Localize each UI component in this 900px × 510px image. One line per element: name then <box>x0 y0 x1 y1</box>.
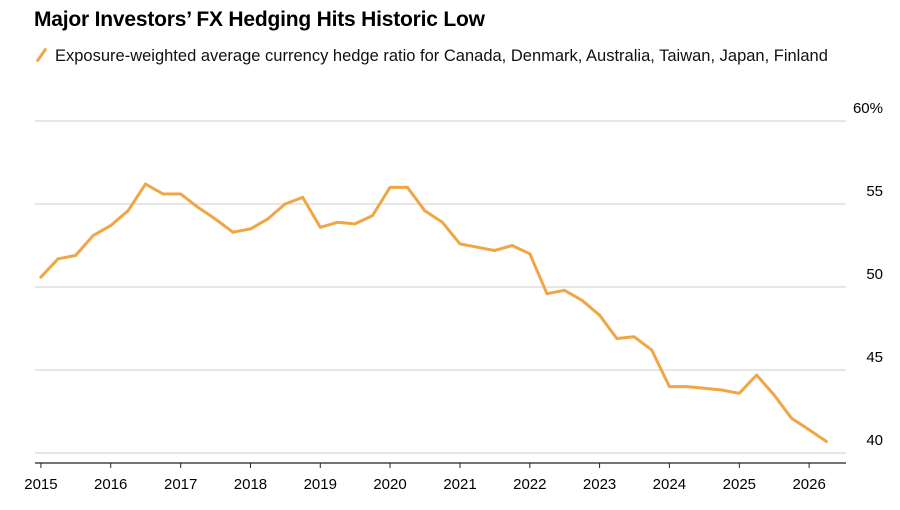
data-point-2016-10-01 <box>161 192 165 196</box>
data-point-2019-01-01 <box>318 225 322 229</box>
y-tick-label-45: 45 <box>866 349 883 366</box>
data-point-2024-10-01 <box>720 388 724 392</box>
data-point-2018-04-01 <box>266 217 270 221</box>
data-point-2026-01-01 <box>807 428 811 432</box>
x-tick-label-2023: 2023 <box>583 476 616 493</box>
data-point-2020-01-01 <box>388 186 392 189</box>
x-tick-label-2026: 2026 <box>792 476 825 493</box>
data-point-2025-07-01 <box>772 393 776 397</box>
data-point-2024-04-01 <box>685 385 689 388</box>
series-layer <box>39 182 828 443</box>
data-point-2016-07-01 <box>144 182 147 186</box>
x-tick-label-2020: 2020 <box>373 476 406 493</box>
x-tick-label-2018: 2018 <box>234 476 267 493</box>
data-point-2022-04-01 <box>545 292 549 296</box>
y-tick-label-40: 40 <box>866 432 883 449</box>
data-point-2018-01-01 <box>249 227 252 231</box>
data-point-2018-10-01 <box>301 196 305 199</box>
data-point-2016-04-01 <box>126 209 130 213</box>
series-line-0 <box>39 182 828 443</box>
data-point-2016-01-01 <box>109 224 113 228</box>
data-point-2020-04-01 <box>406 186 409 189</box>
data-point-2022-01-01 <box>528 252 532 256</box>
data-point-2024-01-01 <box>668 385 671 388</box>
gridlines <box>35 120 846 454</box>
data-point-2018-07-01 <box>283 202 287 206</box>
data-point-2022-10-01 <box>580 298 584 302</box>
data-point-2025-04-01 <box>755 373 758 377</box>
data-point-2020-07-01 <box>423 209 427 213</box>
data-point-2021-07-01 <box>493 249 496 252</box>
data-point-2022-07-01 <box>563 288 566 292</box>
data-point-2023-04-01 <box>615 337 619 340</box>
x-tick-label-2017: 2017 <box>164 476 197 493</box>
data-point-2015-10-01 <box>91 234 95 238</box>
x-tick-label-2025: 2025 <box>723 476 756 493</box>
data-point-2017-01-01 <box>179 192 183 196</box>
data-point-2015-04-01 <box>56 257 60 261</box>
data-point-2025-10-01 <box>790 416 793 420</box>
x-tick-label-2015: 2015 <box>24 476 57 493</box>
x-axis-ticks: 2015 2016 2017 2018 2019 2020 2021 2022 2023 2024… <box>24 462 846 493</box>
data-point-2025-01-01 <box>737 391 741 395</box>
data-point-2023-01-01 <box>598 313 601 317</box>
data-point-2023-10-01 <box>650 348 654 352</box>
y-tick-label-60: 60% <box>853 100 883 117</box>
data-point-2020-10-01 <box>441 220 444 224</box>
y-axis-ticks: 40 45 50 55 60% <box>853 100 883 449</box>
y-tick-label-50: 50 <box>866 266 883 283</box>
legend: Exposure-weighted average currency hedge… <box>34 45 874 67</box>
data-point-2026-04-01 <box>824 440 828 443</box>
data-point-2017-10-01 <box>231 230 235 234</box>
data-point-2019-04-01 <box>336 220 339 224</box>
legend-label: Exposure-weighted average currency hedge… <box>55 47 828 65</box>
data-point-2021-10-01 <box>510 244 514 247</box>
data-point-2019-07-01 <box>353 222 357 226</box>
data-point-2015-07-01 <box>74 254 77 257</box>
data-point-2021-04-01 <box>475 245 479 249</box>
x-tick-label-2016: 2016 <box>94 476 127 493</box>
data-point-2019-10-01 <box>371 214 374 218</box>
x-tick-label-2024: 2024 <box>653 476 686 493</box>
data-point-2024-07-01 <box>702 386 706 390</box>
data-point-2015-01-01 <box>39 275 43 279</box>
data-point-2017-04-01 <box>196 205 200 209</box>
data-point-2017-07-01 <box>213 217 217 221</box>
data-point-2023-07-01 <box>632 335 636 339</box>
x-tick-label-2021: 2021 <box>443 476 476 493</box>
x-tick-label-2019: 2019 <box>304 476 337 493</box>
y-tick-label-55: 55 <box>866 183 883 200</box>
x-tick-label-2022: 2022 <box>513 476 546 493</box>
data-point-2021-01-01 <box>458 242 462 246</box>
chart-title: Major Investors’ FX Hedging Hits Histori… <box>34 8 485 31</box>
